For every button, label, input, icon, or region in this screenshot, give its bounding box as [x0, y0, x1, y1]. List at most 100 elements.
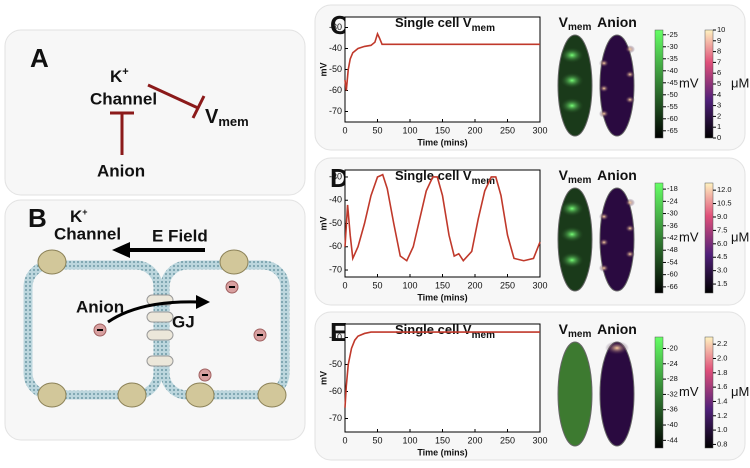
x-tick-label: 200 — [467, 125, 482, 135]
anion-spot — [599, 212, 609, 221]
plot-frame — [344, 323, 541, 433]
colorbar-tick-label: -36 — [667, 221, 678, 230]
inhibition-arrows — [110, 83, 206, 155]
colorbar-tick-label: 1.8 — [717, 368, 727, 377]
colorbar-tick-label: -54 — [667, 257, 678, 266]
gj-label: GJ — [172, 312, 195, 331]
x-tick-label: 300 — [532, 280, 547, 290]
x-tick-label: 200 — [467, 280, 482, 290]
anion-spot — [625, 95, 635, 104]
colorbar-tick-label: -25 — [667, 30, 678, 39]
x-axis-label: Time (mins) — [417, 447, 467, 457]
colorbar-tick-label: 10 — [717, 25, 725, 34]
x-axis-label: Time (mins) — [417, 292, 467, 302]
anion-label: Anion — [76, 297, 124, 316]
colorbar-tick-label: -44 — [667, 435, 678, 444]
colorbar-tick-label: -40 — [667, 420, 678, 429]
vmem-label: Vmem — [205, 106, 249, 129]
colorbar-tick-label: -24 — [667, 359, 678, 368]
map-label-text: V — [559, 321, 569, 337]
x-tick-label: 100 — [402, 125, 417, 135]
anion-spot — [599, 84, 609, 93]
x-tick-label: 0 — [342, 280, 347, 290]
anion-spot — [599, 264, 609, 273]
map-label: Anion — [597, 321, 637, 337]
map-label: Vmem — [559, 14, 592, 33]
x-tick-label: 50 — [372, 125, 382, 135]
colorbar-tick-label: -32 — [667, 389, 678, 398]
colorbar-unit: μM — [731, 75, 749, 90]
colorbar-tick-label: 7.5 — [717, 225, 727, 234]
colorbar-tick-label: -65 — [667, 126, 678, 135]
anion-spot — [605, 341, 629, 355]
k-label: K+ — [70, 207, 88, 226]
data-line — [344, 331, 540, 408]
anion-spot — [599, 59, 609, 68]
vmem-spot — [560, 200, 584, 217]
colorbar — [654, 336, 664, 449]
x-tick-label: 150 — [435, 125, 450, 135]
colorbar — [654, 29, 664, 139]
colorbar — [654, 182, 664, 294]
vmem-spot — [560, 72, 584, 89]
data-line — [344, 173, 541, 263]
anion-spot — [625, 224, 635, 233]
panel-label: D — [330, 163, 349, 193]
colorbar-tick-label: -36 — [667, 405, 678, 414]
colorbar-tick-label: 9 — [717, 36, 721, 45]
vmem-spot — [560, 97, 584, 114]
colorbar-tick-label: 0.8 — [717, 439, 727, 448]
colorbar-tick-label: 3 — [717, 101, 721, 110]
anion-spot — [599, 238, 609, 247]
colorbar-tick-label: 9.0 — [717, 212, 727, 221]
vmem-spot — [560, 47, 584, 64]
title-sub: mem — [472, 330, 495, 341]
y-tick-label: -70 — [329, 413, 342, 423]
y-tick-label: -40 — [329, 43, 342, 53]
y-tick-label: -30 — [329, 22, 342, 32]
y-tick-label: -30 — [329, 171, 342, 181]
anion-spot — [625, 70, 635, 79]
colorbar-unit: mV — [679, 384, 699, 399]
colorbar-tick-label: -48 — [667, 245, 678, 254]
colorbar-tick-label: -18 — [667, 184, 678, 193]
y-tick-label: -60 — [329, 241, 342, 251]
vmem-map — [557, 187, 593, 292]
colorbar-unit: μM — [731, 384, 749, 399]
y-tick-label: -70 — [329, 264, 342, 274]
anion-spot — [599, 109, 609, 118]
colorbar-unit: mV — [679, 75, 699, 90]
anion-ellipse — [599, 341, 635, 447]
anion-map — [599, 341, 635, 447]
colorbar-tick-label: 0 — [717, 133, 721, 142]
panel-label: E — [330, 317, 347, 347]
vmem-map — [557, 34, 593, 137]
y-tick-label: -40 — [329, 332, 342, 342]
colorbar-tick-label: -35 — [667, 54, 678, 63]
colorbar-tick-label: 4.5 — [717, 252, 727, 261]
anion-ellipse — [599, 34, 635, 137]
map-label: Anion — [597, 14, 637, 30]
colorbar-tick-label: 12.0 — [717, 185, 732, 194]
colorbar-tick-label: -30 — [667, 42, 678, 51]
vmem-spot — [560, 226, 584, 243]
y-tick-label: -70 — [329, 106, 342, 116]
cells — [23, 242, 290, 408]
x-tick-label: 200 — [467, 435, 482, 445]
map-label-text: Anion — [597, 14, 637, 30]
vmem-spot — [560, 252, 584, 269]
x-tick-label: 150 — [435, 280, 450, 290]
chart-title: Single cell Vmem — [395, 322, 495, 340]
vmem-map — [557, 341, 593, 447]
x-tick-label: 100 — [402, 280, 417, 290]
panel-label: C — [330, 10, 349, 40]
plot-frame — [344, 16, 541, 123]
y-tick-label: -50 — [329, 359, 342, 369]
y-axis-label: mV — [318, 371, 328, 385]
colorbar — [704, 29, 714, 139]
anion-label: Anion — [97, 161, 145, 180]
anion-spot — [625, 45, 635, 54]
colorbar-tick-label: 6 — [717, 68, 721, 77]
colorbar-tick-label: 1.6 — [717, 382, 727, 391]
